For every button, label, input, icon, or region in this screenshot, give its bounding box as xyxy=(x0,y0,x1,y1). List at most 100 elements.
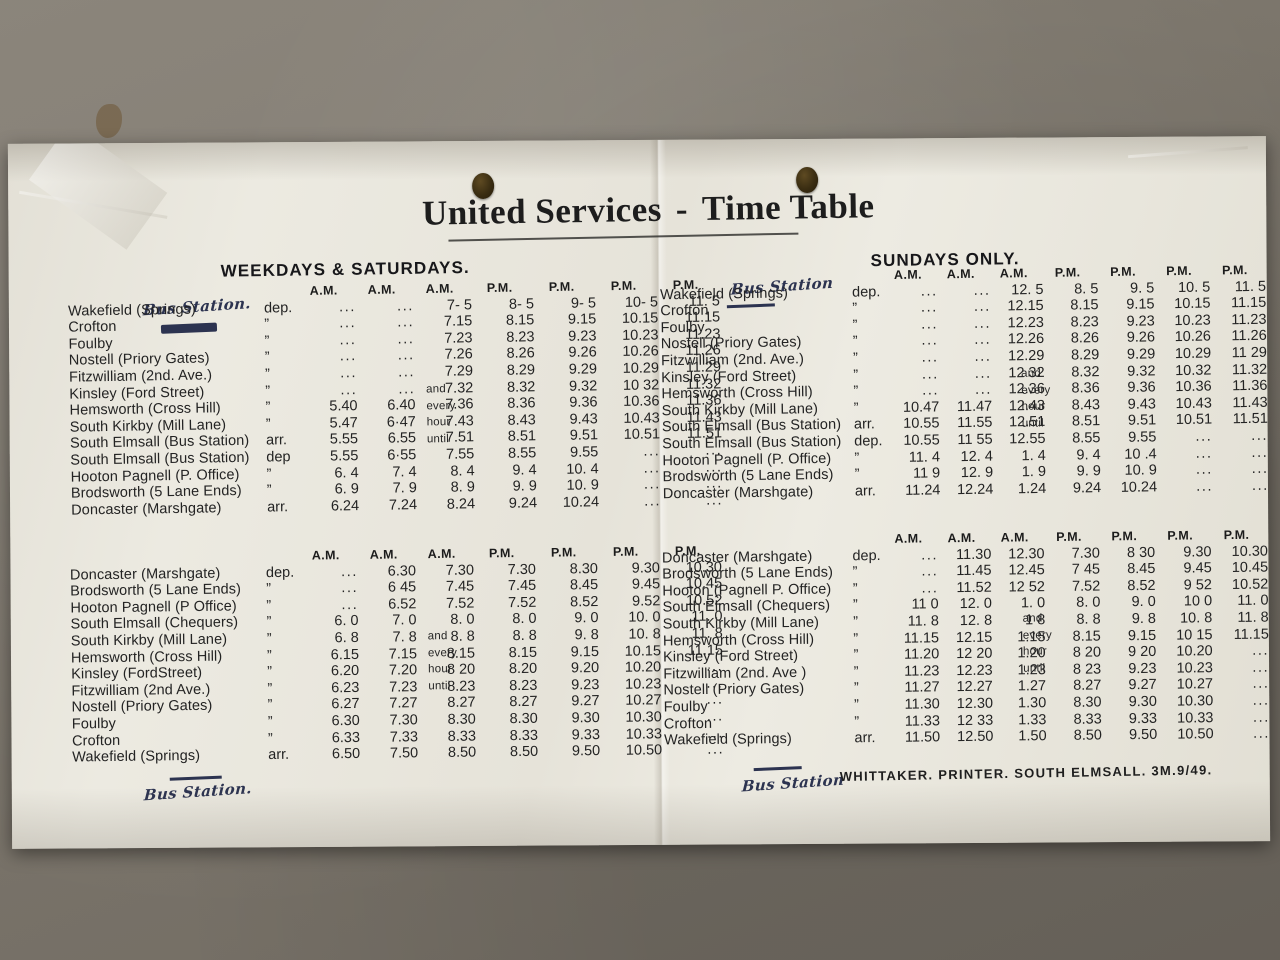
note-and: and xyxy=(426,383,447,396)
departure-time: 11. 0 xyxy=(1237,592,1269,610)
departure-time: 10.15 xyxy=(1174,295,1211,313)
departure-time: 11.51 xyxy=(1232,411,1268,428)
departure-time: 6.52 xyxy=(388,596,417,613)
departure-time: 12. 9 xyxy=(960,464,994,482)
departure-time: 10.33 xyxy=(1177,709,1214,727)
column-header: A.M. xyxy=(425,281,454,296)
departure-time: 9.32 xyxy=(1127,362,1156,380)
departure-time: 8.51 xyxy=(507,428,537,446)
column-header: A.M. xyxy=(946,266,975,282)
arr-dep-marker: ” xyxy=(266,614,272,631)
departure-time: 7.24 xyxy=(388,496,418,514)
no-service-cell: ... xyxy=(1253,725,1271,742)
departure-time: 10 32 xyxy=(622,376,660,394)
arr-dep-marker: arr. xyxy=(265,432,288,449)
arr-dep-marker: ” xyxy=(267,664,273,681)
departure-time: 10.20 xyxy=(1176,643,1213,660)
departure-time: 11.55 xyxy=(957,414,993,432)
arr-dep-marker: ” xyxy=(852,300,858,317)
departure-time: 5.55 xyxy=(329,431,359,448)
departure-time: 7.45 xyxy=(445,578,475,596)
sundays-outward-note: and every hour until xyxy=(1021,365,1051,432)
departure-time: 10.45 xyxy=(1231,559,1269,577)
departure-time: 9. 9 xyxy=(1076,463,1101,480)
departure-time: 8. 0 xyxy=(1076,594,1101,612)
departure-time: 9.29 xyxy=(568,361,598,378)
departure-time: 7.23 xyxy=(444,330,473,347)
arr-dep-marker: ” xyxy=(853,663,859,681)
stop-name: South Elmsall (Chequers) xyxy=(70,614,239,633)
handwritten-bus-station-su-bottom: Bus Station xyxy=(741,770,845,796)
departure-time: 8.32 xyxy=(1071,363,1100,381)
departure-time: 6.23 xyxy=(331,679,360,697)
departure-time: 8- 5 xyxy=(508,295,535,313)
departure-time: 10.15 xyxy=(624,642,662,660)
departure-time: 1. 9 xyxy=(1021,464,1047,481)
departure-time: 8. 0 xyxy=(512,611,537,628)
no-service-cell: ... xyxy=(974,348,992,365)
departure-time: 10.20 xyxy=(624,659,662,676)
departure-time: 8.20 xyxy=(508,660,538,678)
departure-time: 7.15 xyxy=(388,645,418,663)
departure-time: 10.27 xyxy=(1176,676,1214,693)
departure-time: 11.20 xyxy=(903,646,940,663)
no-service-cell: ... xyxy=(398,364,416,381)
departure-time: 9. 8 xyxy=(1131,610,1157,628)
departure-time: 10.23 xyxy=(1176,659,1213,677)
departure-time: 10. 8 xyxy=(628,626,661,643)
departure-time: 9.24 xyxy=(508,494,538,512)
arr-dep-marker: ” xyxy=(266,647,272,664)
departure-time: 11.23 xyxy=(1231,311,1267,329)
no-service-cell: ... xyxy=(921,580,939,597)
departure-time: 6.33 xyxy=(331,729,361,746)
weekdays-return-note: and every hour until xyxy=(428,628,458,695)
column-header: P.M. xyxy=(1056,529,1082,544)
arr-dep-marker: ” xyxy=(265,416,271,433)
departure-time: 11 55 xyxy=(957,431,993,449)
departure-time: 8. 5 xyxy=(1074,280,1099,298)
departure-time: 6.30 xyxy=(387,562,417,580)
departure-time: 12 20 xyxy=(956,645,993,663)
departure-time: 9. 0 xyxy=(1131,594,1156,611)
departure-time: 12.30 xyxy=(956,695,994,713)
column-header: A.M. xyxy=(427,546,456,562)
departure-time: 9.23 xyxy=(1126,313,1155,330)
arr-dep-marker: ” xyxy=(266,581,272,598)
no-service-cell: ... xyxy=(1252,692,1270,709)
departure-time: 8.50 xyxy=(509,743,539,761)
departure-time: 8.23 xyxy=(506,329,535,346)
no-service-cell: ... xyxy=(1252,675,1270,693)
departure-time: 11.50 xyxy=(904,729,941,746)
departure-time: 12. 5 xyxy=(1011,281,1044,298)
departure-time: 7.23 xyxy=(389,678,418,696)
departure-time: 8.26 xyxy=(506,345,535,363)
crease-left-2 xyxy=(19,190,168,219)
departure-time: 8.43 xyxy=(507,412,536,429)
departure-time: 7.29 xyxy=(444,363,474,380)
no-service-cell: ... xyxy=(1251,444,1269,461)
departure-time: 7.20 xyxy=(388,662,418,679)
departure-time: 6. 0 xyxy=(334,613,359,630)
departure-time: 9. 9 xyxy=(512,478,537,495)
departure-time: 8.52 xyxy=(570,593,599,611)
arr-dep-marker: ” xyxy=(853,647,859,664)
departure-time: 7.52 xyxy=(508,594,537,611)
arr-dep-marker: ” xyxy=(264,316,270,333)
no-service-cell: ... xyxy=(340,381,358,398)
note-and-2: and xyxy=(427,630,448,643)
arr-dep-marker: ” xyxy=(852,581,858,598)
departure-time: 11.52 xyxy=(956,579,992,596)
note-every-2: every xyxy=(427,646,458,659)
no-service-cell: ... xyxy=(643,476,661,493)
arr-dep-marker: ” xyxy=(266,465,272,483)
departure-time: 8.15 xyxy=(505,312,535,329)
arr-dep-marker: ” xyxy=(854,697,860,714)
departure-time: 10.24 xyxy=(562,494,600,511)
departure-time: 7. 9 xyxy=(392,480,417,497)
weekdays-outward-table: A.M. A.M. A.M. P.M. P.M. P.M. P.M. Wakefield (S… xyxy=(68,276,724,519)
page-title: United Services - Time Table xyxy=(308,184,989,235)
departure-time: 7.30 xyxy=(389,712,418,729)
arr-dep-marker: ” xyxy=(853,400,859,417)
departure-time: 9.23 xyxy=(568,328,597,345)
departure-time: 12. 4 xyxy=(960,448,993,465)
